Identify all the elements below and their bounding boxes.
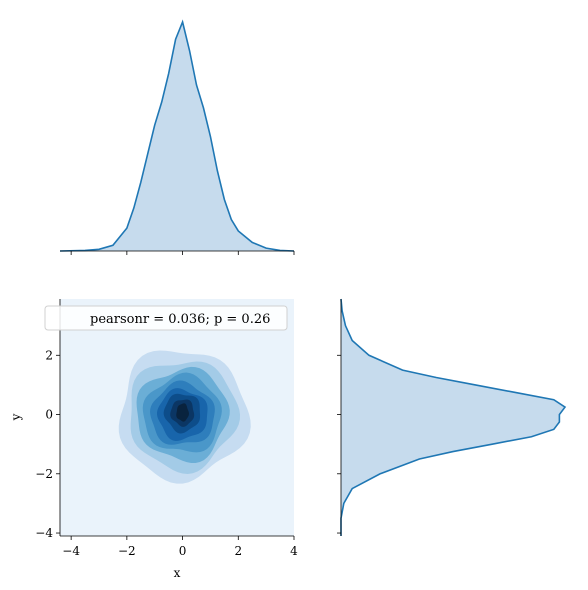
marginal-y-density-line [340,298,567,536]
marginal-y-ticks [337,354,341,534]
marginal-x-density-fill [60,22,294,251]
annotation-legend: pearsonr = 0.036; p = 0.26 [44,305,288,331]
joint-x-ticks: −4 −2 0 2 4 [62,536,298,558]
marginal-x-panel [59,19,295,255]
y-tick-label: −2 [35,467,53,481]
x-axis-label: x [174,566,181,580]
contour-level-9 [176,403,189,422]
y-tick-label: −4 [35,526,53,540]
marginal-y-density-fill [341,299,565,536]
legend-box [44,305,288,331]
marginal-y-panel [337,298,567,536]
y-axis-label: y [9,413,23,421]
joint-y-ticks: −4 −2 0 2 [35,348,60,540]
y-tick-label: 2 [45,348,53,362]
marginal-x-density-line [59,19,295,252]
x-tick-label: 0 [179,544,187,558]
x-tick-label: −2 [118,544,136,558]
joint-panel: −4 −2 0 2 4 −4 −2 0 2 x y pearsonr = 0.036; p =… [9,299,298,580]
x-tick-label: −4 [62,544,80,558]
x-tick-label: 4 [290,544,298,558]
pearson-annotation: pearsonr = 0.036; p = 0.26 [90,312,270,327]
joint-kde-contours [118,350,251,484]
marginal-x-ticks [70,251,295,255]
x-tick-label: 2 [234,544,242,558]
y-tick-label: 0 [45,408,53,422]
